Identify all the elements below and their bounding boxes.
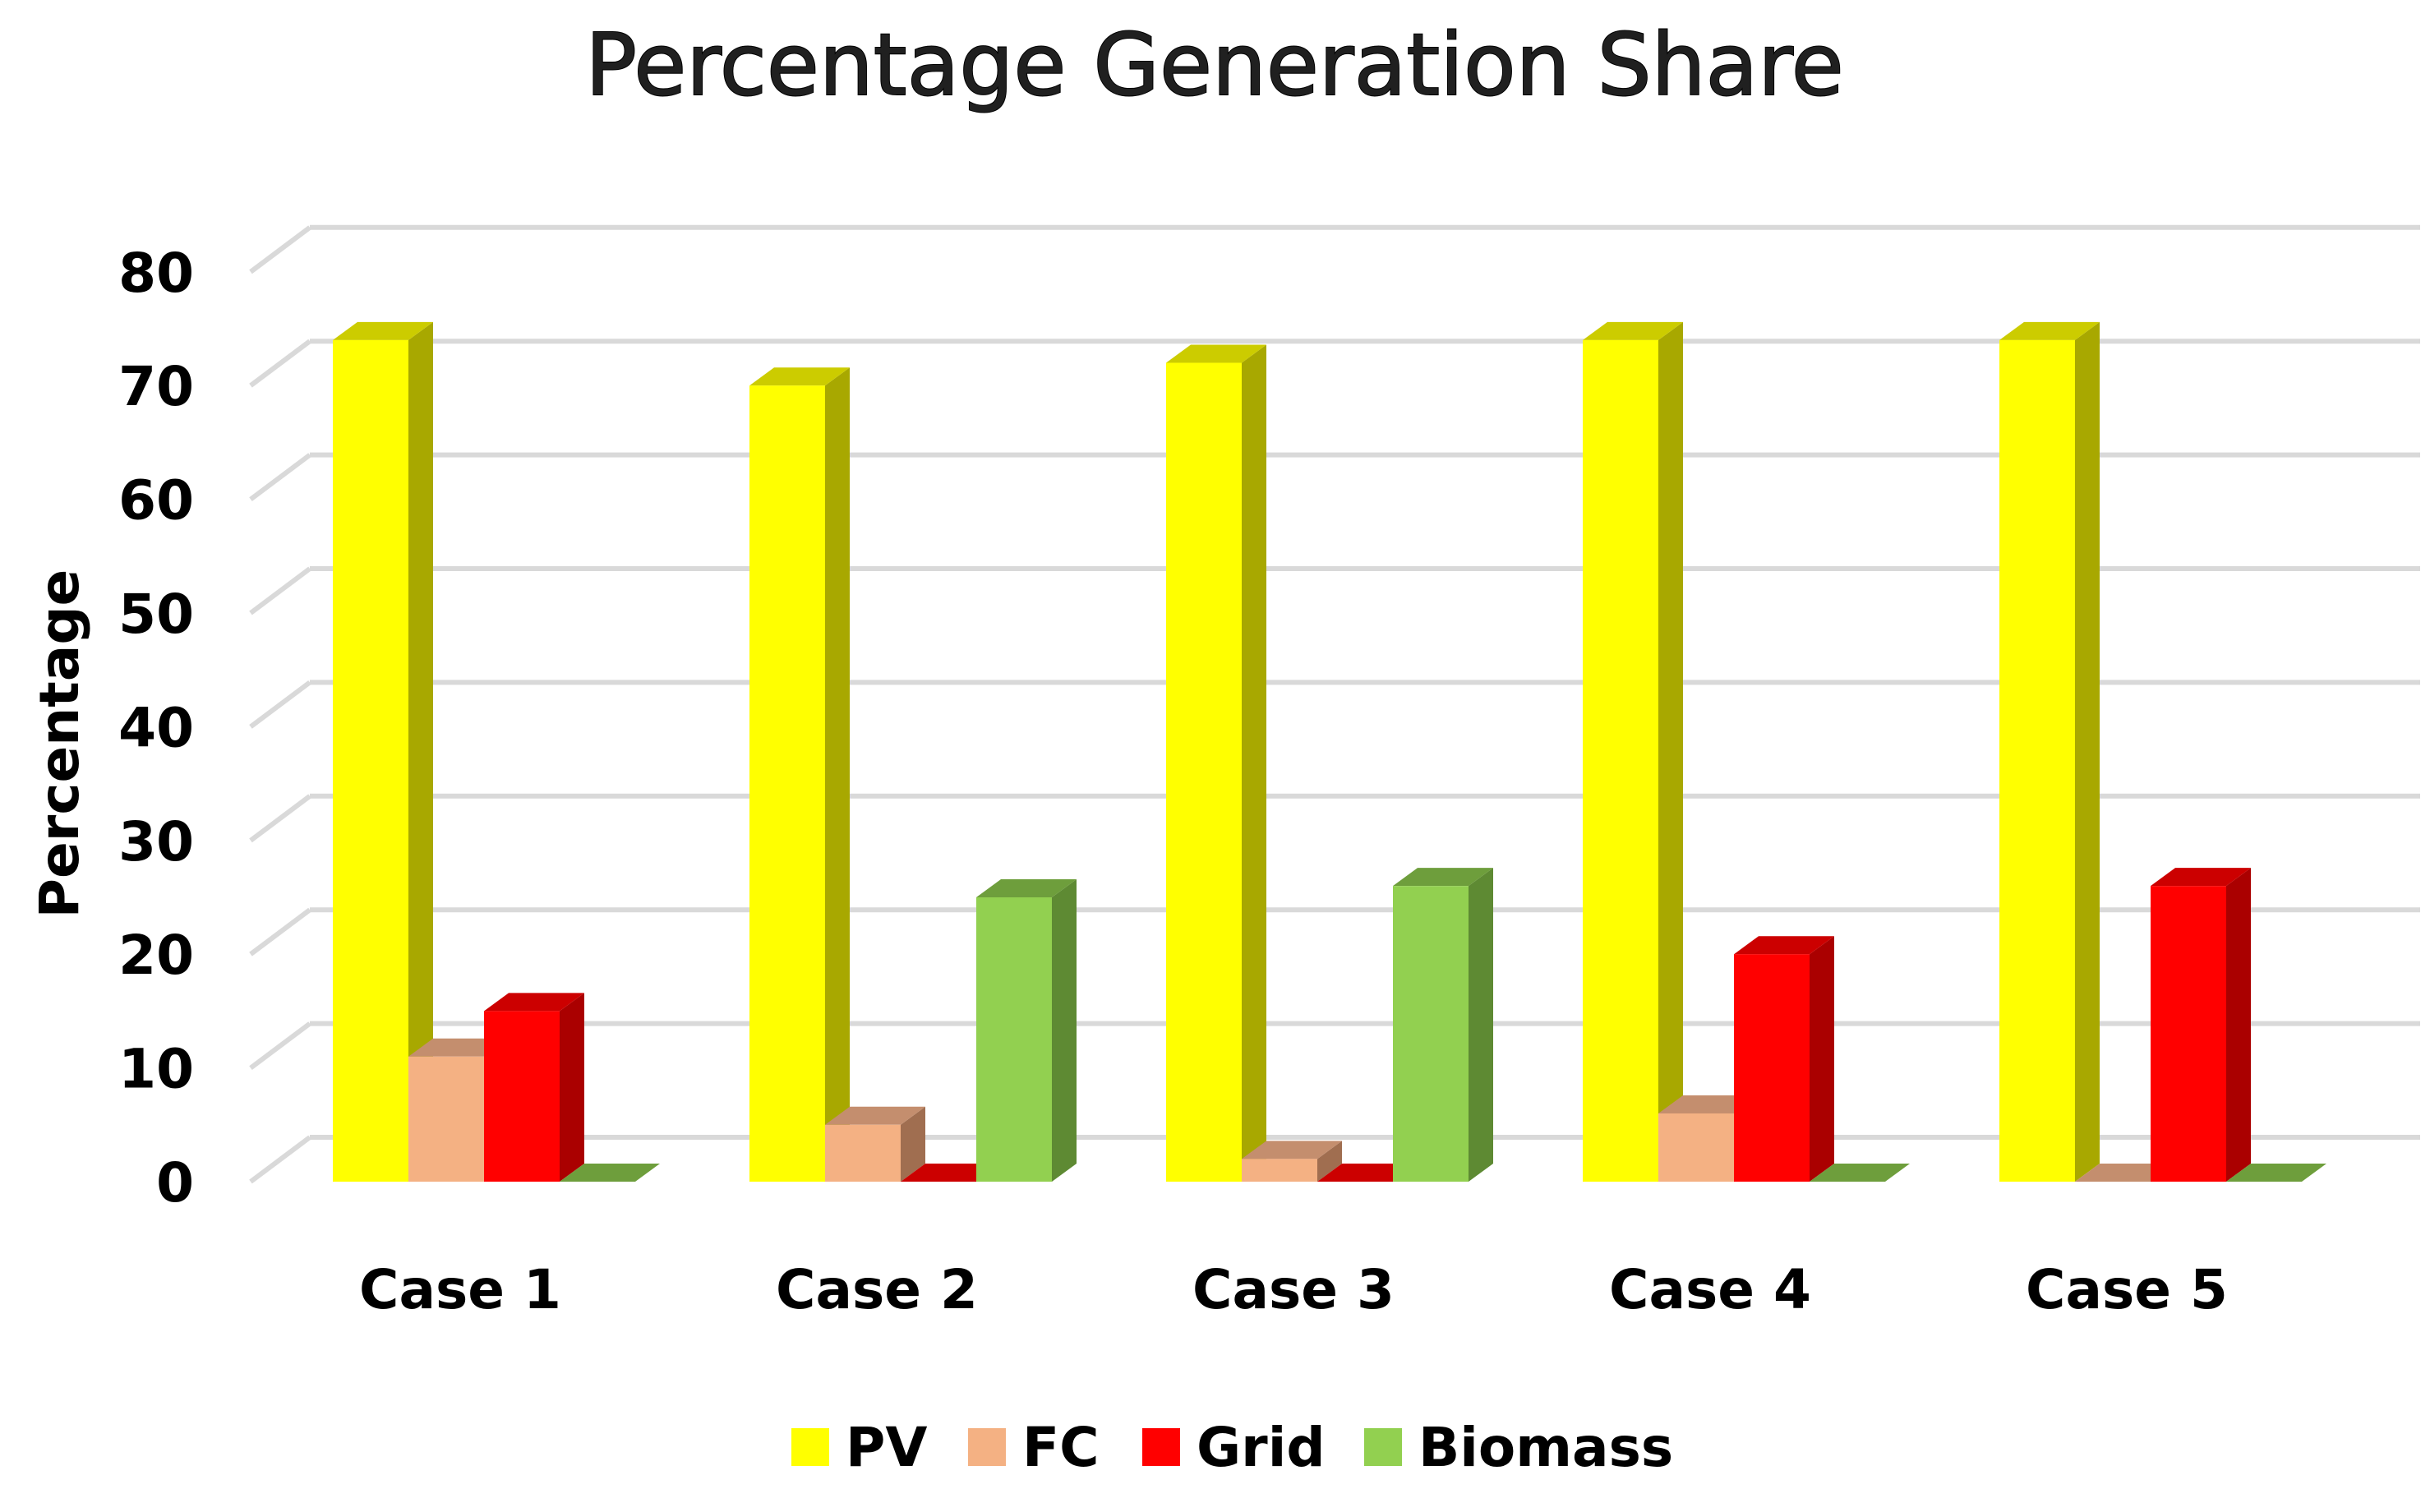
legend-item-pv: PV	[791, 1416, 927, 1479]
bar-grid-case-2	[901, 1164, 1001, 1182]
y-tick-label: 40	[118, 696, 194, 759]
bar-side-face	[2226, 868, 2251, 1182]
legend: PV FC Grid Biomass	[791, 1416, 1673, 1479]
bar-side-face	[1242, 344, 1266, 1182]
bar-side-face	[2075, 321, 2100, 1182]
bars-layer	[333, 321, 2326, 1182]
chart-title: Percentage Generation Share	[585, 15, 1843, 115]
y-tick-label: 70	[118, 355, 194, 418]
legend-item-grid: Grid	[1142, 1416, 1326, 1479]
bar-top-face	[749, 367, 850, 386]
bar-biomass-case-1	[560, 1164, 660, 1182]
bar-grid-case-4	[1734, 936, 1834, 1182]
bar-front-face	[2151, 886, 2226, 1182]
bar-front-face	[333, 339, 408, 1182]
legend-label: FC	[1022, 1416, 1100, 1479]
bar-grid-case-1	[484, 993, 584, 1182]
y-axis-title: Percentage	[28, 569, 91, 919]
bar-fc-case-5	[2075, 1164, 2175, 1182]
bar-top-face	[2151, 868, 2251, 887]
bar-side-face	[1052, 879, 1077, 1182]
bar-pv-case-5	[1999, 321, 2100, 1182]
bar-top-face	[2075, 1164, 2175, 1182]
bar-top-face	[976, 879, 1077, 897]
bar-grid-case-3	[1317, 1164, 1418, 1182]
category-label-layer: Case 1 Case 2 Case 3 Case 4 Case 5	[359, 1258, 2228, 1321]
bar-front-face	[1999, 339, 2075, 1182]
bar-biomass-case-3	[1393, 868, 1493, 1182]
bar-top-face	[1242, 1141, 1342, 1159]
bar-pv-case-1	[333, 321, 433, 1182]
bar-side-face	[560, 993, 584, 1182]
y-tick-label: 80	[118, 242, 194, 305]
bar-top-face	[1583, 321, 1683, 340]
bar-fc-case-2	[825, 1106, 925, 1182]
bar-top-face	[2226, 1164, 2326, 1182]
bar-top-face	[1810, 1164, 1910, 1182]
y-tick-layer: 0 10 20 30 40 50 60 70 80	[118, 242, 194, 1215]
legend-swatch	[791, 1428, 829, 1466]
y-tick-label: 30	[118, 810, 194, 874]
y-tick-label: 50	[118, 583, 194, 646]
bar-biomass-case-5	[2226, 1164, 2326, 1182]
bar-biomass-case-4	[1810, 1164, 1910, 1182]
y-tick-label: 0	[156, 1151, 194, 1215]
bar-grid-case-5	[2151, 868, 2251, 1182]
bar-side-face	[1810, 936, 1834, 1182]
bar-front-face	[484, 1011, 560, 1182]
y-tick-label: 20	[118, 924, 194, 987]
bar-pv-case-3	[1166, 344, 1266, 1182]
bar-side-face	[1317, 1141, 1342, 1182]
bar-side-face	[408, 321, 433, 1182]
bar-front-face	[1166, 362, 1242, 1182]
bar-top-face	[408, 1038, 509, 1057]
bar-top-face	[1999, 321, 2100, 340]
bar-fc-case-3	[1242, 1141, 1342, 1182]
bar-front-face	[1734, 954, 1810, 1182]
y-tick-label: 60	[118, 469, 194, 532]
bar-front-face	[1242, 1159, 1317, 1182]
bar-top-face	[484, 993, 584, 1012]
category-label: Case 2	[776, 1258, 978, 1321]
bar-front-face	[1393, 886, 1469, 1182]
bar-pv-case-4	[1583, 321, 1683, 1182]
bar-top-face	[1734, 936, 1834, 955]
bar-front-face	[825, 1124, 901, 1182]
bar-top-face	[825, 1106, 925, 1125]
bar-top-face	[1658, 1095, 1759, 1113]
legend-item-fc: FC	[968, 1416, 1100, 1479]
bar-biomass-case-2	[976, 879, 1077, 1182]
bar-front-face	[1658, 1113, 1734, 1182]
bar-top-face	[1166, 344, 1266, 363]
legend-swatch	[968, 1428, 1006, 1466]
bar-side-face	[1469, 868, 1493, 1182]
category-label: Case 5	[2026, 1258, 2228, 1321]
gridline	[249, 224, 2420, 274]
legend-label: PV	[846, 1416, 927, 1479]
bar-top-face	[333, 321, 433, 340]
bar-side-face	[825, 367, 850, 1182]
bar-front-face	[749, 385, 825, 1182]
bar-front-face	[408, 1056, 484, 1182]
category-label: Case 1	[359, 1258, 561, 1321]
bar-pv-case-2	[749, 367, 850, 1182]
y-tick-label: 10	[118, 1038, 194, 1101]
legend-item-biomass: Biomass	[1364, 1416, 1673, 1479]
bar-front-face	[976, 897, 1052, 1182]
bar-side-face	[1658, 321, 1683, 1182]
bar-top-face	[1317, 1164, 1418, 1182]
bar-top-face	[560, 1164, 660, 1182]
legend-label: Biomass	[1418, 1416, 1673, 1479]
bar-front-face	[1583, 339, 1658, 1182]
bar-side-face	[901, 1106, 925, 1182]
legend-swatch	[1142, 1428, 1180, 1466]
bar-top-face	[1393, 868, 1493, 887]
category-label: Case 3	[1192, 1258, 1395, 1321]
category-label: Case 4	[1609, 1258, 1811, 1321]
legend-swatch	[1364, 1428, 1402, 1466]
legend-label: Grid	[1197, 1416, 1326, 1479]
bar-top-face	[901, 1164, 1001, 1182]
